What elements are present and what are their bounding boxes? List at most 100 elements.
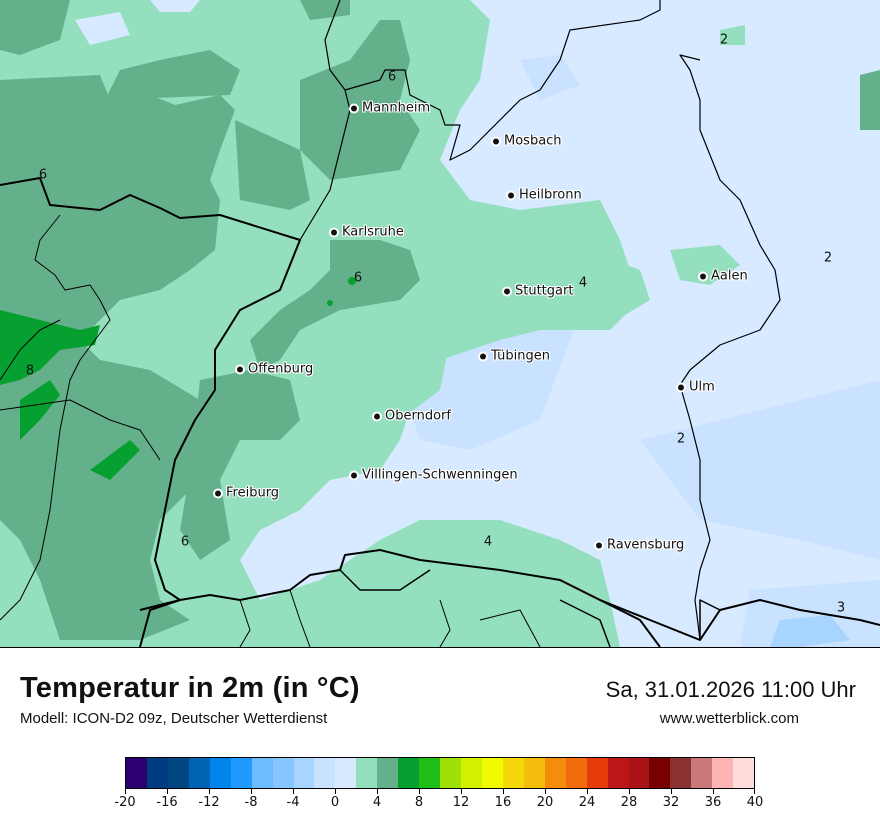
colorbar-tick-label: 24: [578, 795, 596, 810]
city-dot-icon: [508, 192, 514, 198]
city-marker-oberndorf[interactable]: Oberndorf: [374, 409, 451, 424]
colorbar-tick: [587, 789, 588, 794]
colorbar-tick-label: 28: [620, 795, 638, 810]
city-label: Karlsruhe: [342, 224, 404, 240]
colorbar-tick-label: -8: [244, 795, 258, 810]
city-dot-icon: [237, 366, 243, 372]
colorbar-segment: [461, 758, 482, 788]
colorbar-tick-label: 16: [494, 795, 512, 810]
colorbar-segment: [398, 758, 420, 788]
colorbar-tick: [419, 789, 420, 794]
website-link[interactable]: www.wetterblick.com: [659, 710, 799, 727]
contour-label: 2: [823, 250, 833, 266]
city-marker-mannheim[interactable]: Mannheim: [351, 101, 430, 116]
city-marker-stuttgart[interactable]: Stuttgart: [504, 284, 573, 299]
contour-label: 4: [578, 275, 588, 291]
temperature-map[interactable]: Mannheim Mosbach Heilbronn Karlsruhe Stu…: [0, 0, 880, 648]
colorbar-segment: [314, 758, 336, 788]
city-label: Tübingen: [491, 348, 550, 364]
city-dot-icon: [215, 490, 221, 496]
colorbar-tick: [209, 789, 210, 794]
city-marker-offenburg[interactable]: Offenburg: [237, 362, 313, 377]
city-marker-karlsruhe[interactable]: Karlsruhe: [331, 225, 404, 240]
city-dot-icon: [351, 472, 357, 478]
colorbar-segment: [670, 758, 692, 788]
colorbar-segment: [419, 758, 441, 788]
city-dot-icon: [480, 353, 486, 359]
contour-label: 6: [180, 534, 190, 550]
colorbar-segment: [272, 758, 294, 788]
colorbar-ticks: -20 -16 -12 -8 -4 0 4 8 12 16 20 24 28 32 36 40: [114, 789, 763, 819]
city-label: Aalen: [711, 268, 748, 284]
city-dot-icon: [351, 105, 357, 111]
colorbar-tick: [293, 789, 294, 794]
colorbar-segment: [502, 758, 524, 788]
city-label: Freiburg: [226, 485, 280, 501]
colorbar-tick: [629, 789, 630, 794]
colorbar-tick: [335, 789, 336, 794]
model-source: Modell: ICON-D2 09z, Deutscher Wetterdie…: [20, 710, 328, 727]
colorbar-tick: [377, 789, 378, 794]
colorbar-tick-label: -4: [286, 795, 300, 810]
colorbar-segment: [377, 758, 399, 788]
colorbar-tick-label: 32: [662, 795, 680, 810]
contour-label: 6: [353, 270, 363, 286]
colorbar-segment: [293, 758, 315, 788]
city-label: Ravensburg: [607, 537, 685, 553]
colorbar-segment: [230, 758, 252, 788]
temperature-field: [0, 0, 880, 647]
contour-label: 4: [483, 534, 493, 550]
colorbar-tick-label: 36: [704, 795, 722, 810]
city-dot-icon: [596, 542, 602, 548]
city-label: Heilbronn: [519, 187, 582, 203]
city-marker-tuebingen[interactable]: Tübingen: [480, 349, 550, 364]
colorbar-segment: [649, 758, 671, 788]
city-marker-villingen-schwenningen[interactable]: Villingen-Schwenningen: [351, 468, 518, 483]
city-marker-freiburg[interactable]: Freiburg: [215, 486, 279, 501]
colorbar-tick-label: 8: [414, 795, 424, 810]
city-marker-ulm[interactable]: Ulm: [678, 380, 715, 395]
contour-label: 8: [25, 363, 35, 379]
colorbar-tick: [503, 789, 504, 794]
city-dot-icon: [700, 273, 706, 279]
contour-label: 6: [387, 69, 397, 85]
city-marker-aalen[interactable]: Aalen: [700, 269, 748, 284]
city-label: Stuttgart: [515, 283, 574, 299]
colorbar-segment: [586, 758, 608, 788]
colorbar-tick: [754, 789, 755, 794]
colorbar-segment: [607, 758, 629, 788]
colorbar-segment: [565, 758, 587, 788]
city-dot-icon: [374, 413, 380, 419]
contour-label: 2: [719, 32, 729, 48]
city-marker-ravensburg[interactable]: Ravensburg: [596, 538, 684, 553]
colorbar-tick: [125, 789, 126, 794]
colorbar-segment: [544, 758, 566, 788]
city-dot-icon: [331, 229, 337, 235]
city-label: Mosbach: [504, 133, 562, 149]
map-footer: [0, 648, 880, 830]
colorbar-segment: [335, 758, 357, 788]
colorbar-segment: [167, 758, 189, 788]
colorbar-tick: [713, 789, 714, 794]
colorbar-tick-label: -16: [156, 795, 178, 810]
city-dot-icon: [678, 384, 684, 390]
city-label: Mannheim: [362, 100, 431, 116]
colorbar-tick-label: 4: [372, 795, 382, 810]
colorbar-segment: [209, 758, 231, 788]
colorbar-tick-label: 20: [536, 795, 554, 810]
city-marker-heilbronn[interactable]: Heilbronn: [508, 188, 582, 203]
contour-label: 3: [836, 600, 846, 616]
temperature-colorbar: [125, 757, 755, 789]
city-marker-mosbach[interactable]: Mosbach: [493, 134, 562, 149]
colorbar-tick: [671, 789, 672, 794]
city-dot-icon: [493, 138, 499, 144]
city-label: Villingen-Schwenningen: [362, 467, 518, 483]
colorbar-segment: [481, 758, 503, 788]
colorbar-tick-label: 0: [330, 795, 340, 810]
colorbar-segment: [146, 758, 168, 788]
colorbar-tick-label: -12: [198, 795, 220, 810]
colorbar-tick-label: -20: [114, 795, 136, 810]
colorbar-segment: [691, 758, 713, 788]
contour-label: 6: [38, 167, 48, 183]
colorbar-segment: [356, 758, 378, 788]
